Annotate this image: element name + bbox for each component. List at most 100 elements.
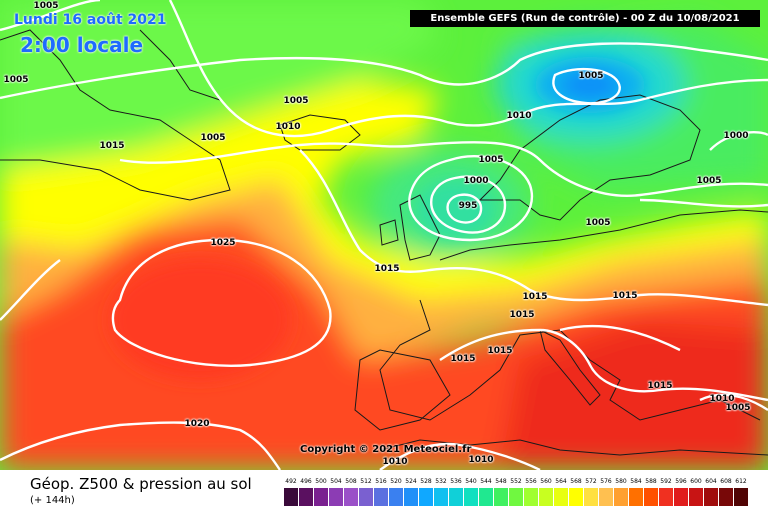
scale-tick-label: 608 [720, 478, 732, 485]
isobar-label: 1005 [585, 218, 611, 228]
scale-tick-label: 576 [600, 478, 612, 485]
scale-tick-label: 552 [510, 478, 522, 485]
scale-swatch [569, 488, 583, 506]
scale-swatch [644, 488, 658, 506]
scale-swatch [614, 488, 628, 506]
scale-tick-label: 600 [690, 478, 702, 485]
scale-tick-label: 560 [540, 478, 552, 485]
scale-swatch [344, 488, 358, 506]
scale-tick-label: 612 [735, 478, 747, 485]
scale-swatch [434, 488, 448, 506]
scale-tick-label: 496 [300, 478, 312, 485]
coastlines [0, 29, 768, 456]
scale-tick-label: 568 [570, 478, 582, 485]
scale-swatch [704, 488, 718, 506]
scale-tick-label: 580 [615, 478, 627, 485]
isobar-label: 1015 [487, 346, 513, 356]
scale-swatch [449, 488, 463, 506]
scale-swatch [299, 488, 313, 506]
scale-tick-label: 512 [360, 478, 372, 485]
scale-tick-label: 592 [660, 478, 672, 485]
scale-swatch [464, 488, 478, 506]
copyright: Copyright © 2021 Meteociel.fr [300, 444, 472, 455]
isobar-label: 1010 [275, 122, 301, 132]
geopotential-field [0, 0, 768, 470]
scale-swatch [524, 488, 538, 506]
isobar-label: 1000 [723, 131, 749, 141]
isobar-label: 1005 [696, 176, 722, 186]
scale-swatch [554, 488, 568, 506]
scale-swatch [659, 488, 673, 506]
scale-swatch [404, 488, 418, 506]
isobar-label: 1025 [210, 238, 236, 248]
scale-tick-label: 556 [525, 478, 537, 485]
scale-swatch [629, 488, 643, 506]
scale-swatch [509, 488, 523, 506]
weather-map: Lundi 16 août 2021 2:00 locale Ensemble … [0, 0, 768, 470]
isobar-label: 1005 [33, 1, 59, 11]
scale-swatch [689, 488, 703, 506]
scale-tick-label: 528 [420, 478, 432, 485]
isobar-label: 1015 [509, 310, 535, 320]
isobar-label: 1000 [463, 176, 489, 186]
legend-footer: Géop. Z500 & pression au sol (+ 144h) 49… [0, 470, 768, 512]
run-banner: Ensemble GEFS (Run de contrôle) - 00 Z d… [410, 10, 760, 27]
isobar-label: 1015 [99, 141, 125, 151]
color-scale: 492 496 500 504 508 512 516 520 524 528 532 536 540 5… [282, 478, 750, 510]
scale-tick-label: 596 [675, 478, 687, 485]
scale-tick-label: 536 [450, 478, 462, 485]
scale-tick-label: 572 [585, 478, 597, 485]
isobar-label: 1015 [522, 292, 548, 302]
scale-tick-label: 564 [555, 478, 567, 485]
isobar-label: 1005 [578, 71, 604, 81]
scale-swatch [479, 488, 493, 506]
isobars [0, 0, 768, 470]
isobar-label: 1015 [612, 291, 638, 301]
scale-tick-label: 524 [405, 478, 417, 485]
isobar-label: 1015 [450, 354, 476, 364]
isobar-label: 1010 [468, 455, 494, 465]
scale-swatch [734, 488, 748, 506]
field-title: Géop. Z500 & pression au sol [30, 475, 252, 493]
scale-swatch [539, 488, 553, 506]
forecast-time: 2:00 locale [20, 33, 144, 57]
scale-swatch [599, 488, 613, 506]
scale-swatch [494, 488, 508, 506]
scale-swatch [584, 488, 598, 506]
isobar-label: 1005 [478, 155, 504, 165]
isobar-label: 1015 [374, 264, 400, 274]
scale-swatch [719, 488, 733, 506]
scale-swatch [329, 488, 343, 506]
isobar-label: 1005 [3, 75, 29, 85]
scale-swatch [419, 488, 433, 506]
scale-tick-label: 604 [705, 478, 717, 485]
forecast-date: Lundi 16 août 2021 [14, 12, 167, 28]
isobar-label: 1005 [200, 133, 226, 143]
scale-tick-label: 548 [495, 478, 507, 485]
scale-tick-label: 532 [435, 478, 447, 485]
scale-tick-label: 508 [345, 478, 357, 485]
forecast-lead: (+ 144h) [30, 495, 75, 506]
scale-tick-label: 540 [465, 478, 477, 485]
isobar-label: 1010 [709, 394, 735, 404]
scale-tick-label: 516 [375, 478, 387, 485]
scale-swatch [359, 488, 373, 506]
scale-tick-label: 584 [630, 478, 642, 485]
scale-tick-label: 504 [330, 478, 342, 485]
scale-tick-label: 544 [480, 478, 492, 485]
scale-swatch [284, 488, 298, 506]
scale-swatch [314, 488, 328, 506]
scale-tick-label: 492 [285, 478, 297, 485]
isobar-label: 1015 [647, 381, 673, 391]
scale-tick-label: 500 [315, 478, 327, 485]
scale-swatch [389, 488, 403, 506]
scale-tick-label: 588 [645, 478, 657, 485]
isobar-label: 1005 [283, 96, 309, 106]
isobar-label: 1010 [382, 457, 408, 467]
scale-tick-label: 520 [390, 478, 402, 485]
isobar-label: 1010 [506, 111, 532, 121]
scale-swatch [674, 488, 688, 506]
isobar-label: 1020 [184, 419, 210, 429]
isobar-label: 995 [458, 201, 478, 211]
isobar-label: 1005 [725, 403, 751, 413]
